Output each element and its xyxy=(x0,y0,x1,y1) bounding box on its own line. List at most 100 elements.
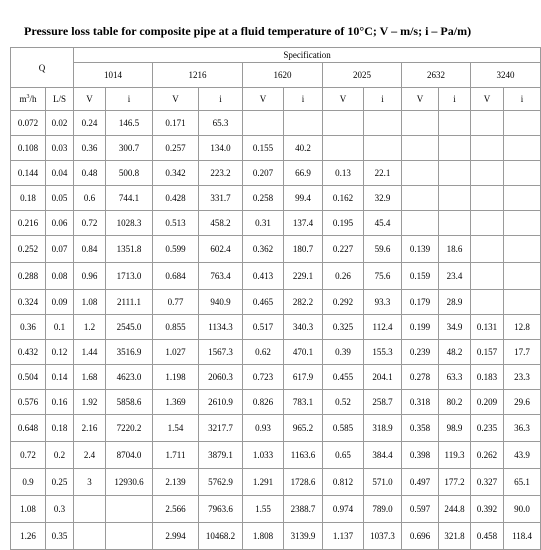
table-cell: 229.1 xyxy=(283,262,323,290)
table-row: 0.108 0.03 0.36 300.7 0.257 134.0 0.155 40.2 xyxy=(10,135,541,161)
table-body: 0.072 0.02 0.24 146.5 0.171 65.3 0.108 0.03 0.36… xyxy=(10,110,541,550)
table-cell: 0.24 xyxy=(73,110,106,136)
table-cell xyxy=(105,495,153,523)
table-cell xyxy=(401,110,439,136)
table-cell: 23.4 xyxy=(438,262,471,290)
table-cell: 0.252 xyxy=(10,235,46,263)
table-cell: 112.4 xyxy=(363,314,402,340)
table-cell: 0.157 xyxy=(470,339,504,365)
spec-size-header: 1014 xyxy=(73,62,153,88)
table-cell: 0.413 xyxy=(242,262,284,290)
table-cell: 0.504 xyxy=(10,364,46,390)
table-cell: 0.108 xyxy=(10,135,46,161)
table-cell: 2.994 xyxy=(152,522,199,550)
table-cell: 0.62 xyxy=(242,339,284,365)
table-cell: 3879.1 xyxy=(198,441,243,469)
table-cell: 10468.2 xyxy=(198,522,243,550)
table-cell: 1.54 xyxy=(152,414,199,442)
table-cell: 1713.0 xyxy=(105,262,153,290)
table-cell: 2.566 xyxy=(152,495,199,523)
table-cell: 258.7 xyxy=(363,389,402,415)
table-cell: 0.65 xyxy=(322,441,364,469)
table-cell: 0.07 xyxy=(45,235,74,263)
spec-size-header: 2632 xyxy=(401,62,471,88)
table-row: 0.144 0.04 0.48 500.8 0.342 223.2 0.207 66.9 0.1… xyxy=(10,160,541,186)
table-cell: 0.144 xyxy=(10,160,46,186)
table-cell xyxy=(470,110,504,136)
velocity-header: V xyxy=(242,87,284,111)
table-cell xyxy=(242,110,284,136)
table-cell xyxy=(401,185,439,211)
table-cell: 1163.6 xyxy=(283,441,323,469)
table-cell: 1.033 xyxy=(242,441,284,469)
table-cell: 146.5 xyxy=(105,110,153,136)
table-row: 0.576 0.16 1.92 5858.6 1.369 2610.9 0.826 783.1… xyxy=(10,389,541,415)
table-cell: 0.812 xyxy=(322,468,364,496)
table-cell: 0.358 xyxy=(401,414,439,442)
table-cell: 36.3 xyxy=(502,414,541,442)
table-cell: 0.2 xyxy=(45,441,74,469)
table-cell: 458.2 xyxy=(198,210,243,236)
table-row: 0.648 0.18 2.16 7220.2 1.54 3217.7 0.93 965.2 0.… xyxy=(10,414,541,442)
table-cell: 223.2 xyxy=(198,160,243,186)
table-cell: 331.7 xyxy=(198,185,243,211)
table-cell xyxy=(502,235,541,263)
table-cell: 32.9 xyxy=(363,185,402,211)
table-cell: 28.9 xyxy=(438,289,471,315)
table-cell xyxy=(502,210,541,236)
table-cell: 0.318 xyxy=(401,389,439,415)
table-cell: 40.2 xyxy=(283,135,323,161)
table-cell: 180.7 xyxy=(283,235,323,263)
table-cell xyxy=(73,522,106,550)
table-cell: 0.16 xyxy=(45,389,74,415)
table-cell: 7220.2 xyxy=(105,414,153,442)
table-cell xyxy=(363,110,402,136)
table-cell xyxy=(470,262,504,290)
table-cell: 318.9 xyxy=(363,414,402,442)
table-cell: 0.6 xyxy=(73,185,106,211)
table-cell: 1.711 xyxy=(152,441,199,469)
table-cell: 7963.6 xyxy=(198,495,243,523)
table-cell: 43.9 xyxy=(502,441,541,469)
table-cell: 789.0 xyxy=(363,495,402,523)
table-cell: 0.278 xyxy=(401,364,439,390)
table-cell: 0.209 xyxy=(470,389,504,415)
table-cell: 0.392 xyxy=(470,495,504,523)
table-cell: 0.06 xyxy=(45,210,74,236)
table-cell xyxy=(322,110,364,136)
table-cell xyxy=(470,289,504,315)
table-cell: 137.4 xyxy=(283,210,323,236)
table-cell: 0.155 xyxy=(242,135,284,161)
velocity-header: V xyxy=(401,87,439,111)
table-cell: 75.6 xyxy=(363,262,402,290)
table-cell: 0.199 xyxy=(401,314,439,340)
table-cell: 1.808 xyxy=(242,522,284,550)
table-cell: 0.72 xyxy=(73,210,106,236)
spec-size-row: 1014 1216 1620 2025 2632 3240 xyxy=(11,62,541,88)
table-cell: 155.3 xyxy=(363,339,402,365)
table-cell: 119.3 xyxy=(438,441,471,469)
table-cell: 1.26 xyxy=(10,522,46,550)
pressure-loss-header: i xyxy=(198,87,243,111)
table-cell: 0.216 xyxy=(10,210,46,236)
table-cell: 1.198 xyxy=(152,364,199,390)
table-cell: 1028.3 xyxy=(105,210,153,236)
table-cell: 66.9 xyxy=(283,160,323,186)
spec-size-header: 2025 xyxy=(322,62,402,88)
table-row: 0.72 0.2 2.4 8704.0 1.711 3879.1 1.033 1163.6 0.… xyxy=(10,441,541,469)
table-cell: 2388.7 xyxy=(283,495,323,523)
table-cell: 244.8 xyxy=(438,495,471,523)
table-cell: 0.207 xyxy=(242,160,284,186)
table-cell: 90.0 xyxy=(502,495,541,523)
table-cell: 2610.9 xyxy=(198,389,243,415)
table-cell: 0.12 xyxy=(45,339,74,365)
table-cell: 0.684 xyxy=(152,262,199,290)
table-cell: 1567.3 xyxy=(198,339,243,365)
table-cell: 321.8 xyxy=(438,522,471,550)
table-cell: 0.455 xyxy=(322,364,364,390)
table-cell xyxy=(470,185,504,211)
table-cell xyxy=(283,110,323,136)
table-cell xyxy=(363,135,402,161)
table-cell: 0.36 xyxy=(10,314,46,340)
table-cell xyxy=(502,262,541,290)
